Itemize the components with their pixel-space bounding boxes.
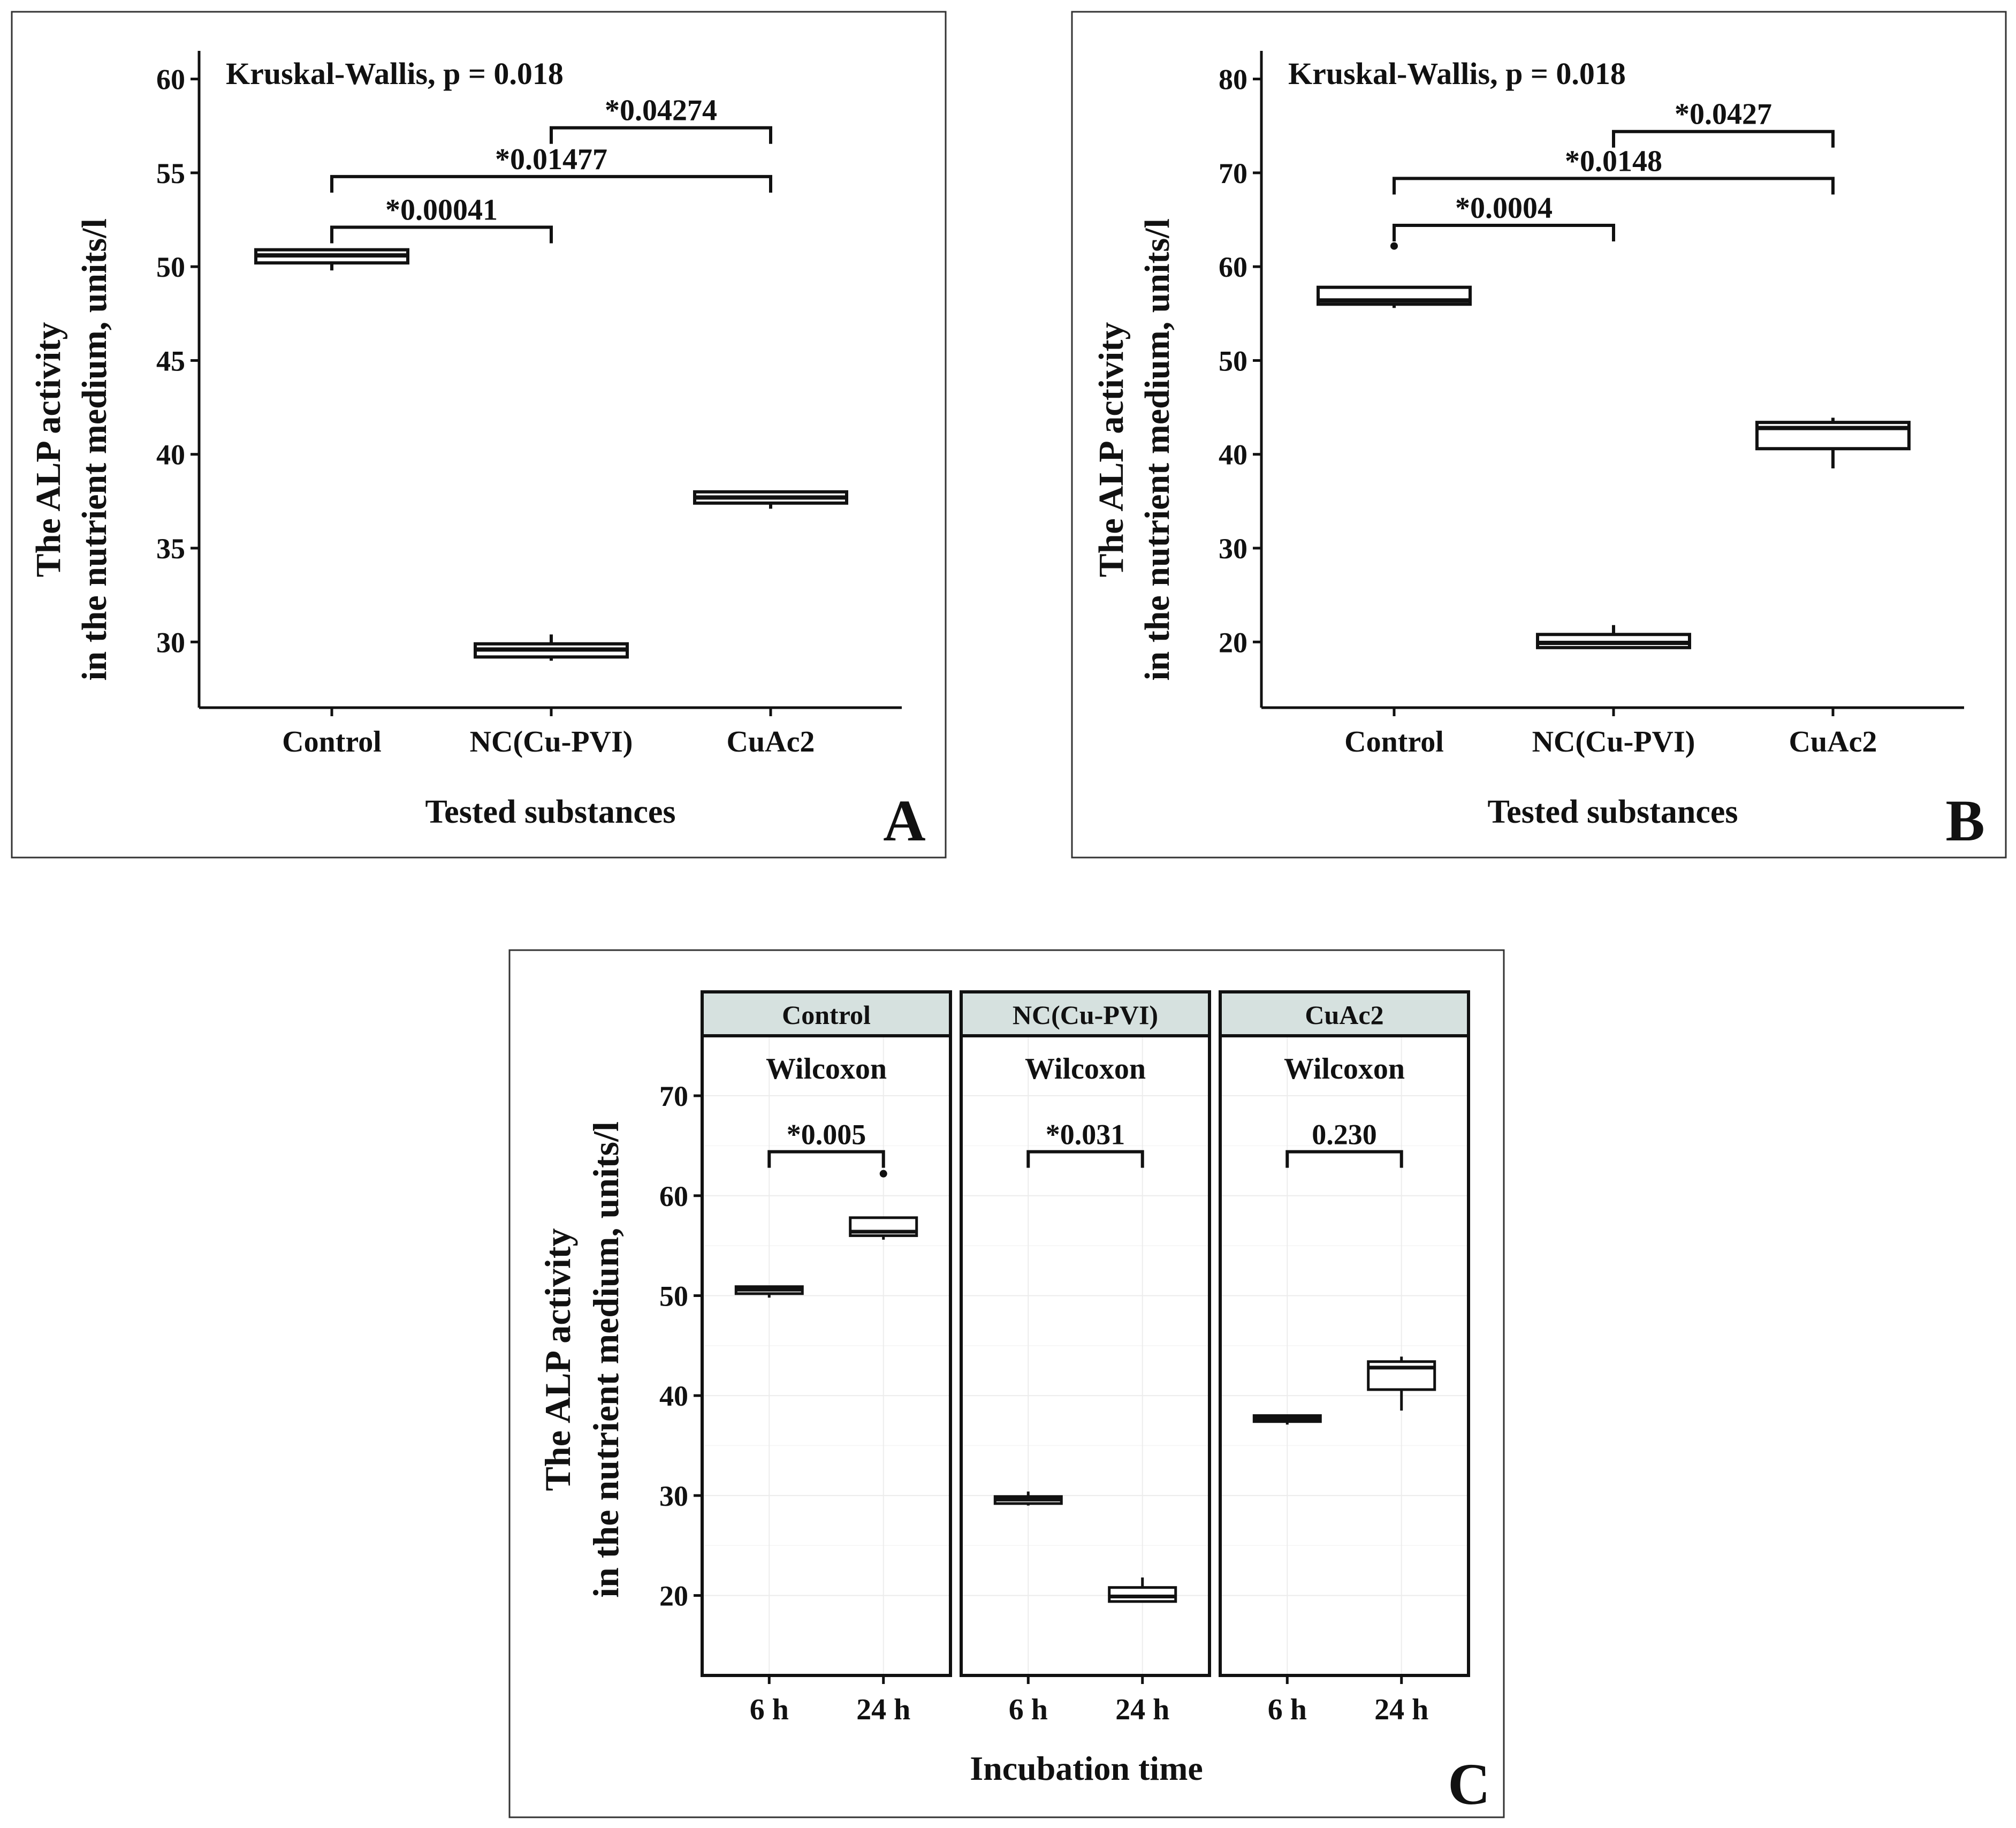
panel-c-facet-0-border — [701, 1034, 952, 1677]
panel-b-comparison-0-bracket — [1393, 224, 1615, 242]
panel-c-facet-2-test-name: Wilcoxon — [1284, 1052, 1405, 1086]
panel-b-y-tick-label: 40 — [1219, 439, 1247, 471]
panel-b-y-tick-label: 20 — [1219, 626, 1247, 658]
panel-b-x-tick-label: Control — [1344, 725, 1444, 758]
panel-b-y-tick-label: 30 — [1219, 533, 1247, 565]
panel-b-letter: B — [1945, 788, 1984, 853]
panel-c-facet-2-border — [1219, 1034, 1470, 1677]
panel-c-y-tick-label: 70 — [659, 1080, 688, 1112]
panel-c-facet-1-x-tick-label: 24 h — [1115, 1693, 1169, 1726]
panel-a-x-tick-label: CuAc2 — [727, 725, 815, 758]
panel-c-facet-2-comparison-bracket — [1285, 1150, 1403, 1168]
panel-c-facet-0-x-tick-label: 6 h — [750, 1693, 789, 1726]
panel-c-facet-1-comparison-label: *0.031 — [1046, 1119, 1125, 1151]
panel-c-facet-0-box-1-outlier-0 — [879, 1170, 887, 1178]
panel-c-facet-1-x-tick-label: 6 h — [1009, 1693, 1048, 1726]
panel-a-x-tick-label: Control — [282, 725, 382, 758]
panel-b-y-axis-title-line-0: The ALP activity — [1092, 322, 1131, 578]
panel-b-frame — [1071, 11, 2007, 859]
panel-c-facet-2-strip-label: CuAc2 — [1305, 1000, 1383, 1030]
panel-a-x-axis-title: Tested substances — [425, 794, 676, 830]
panel-c-y-tick-label: 30 — [659, 1480, 688, 1512]
panel-b: 20 30 40 50 60 70 80 Control NC(Cu-PVI) CuAc2 *0.0… — [1071, 11, 2007, 859]
panel-a-y-axis-title-line-0: The ALP activity — [29, 322, 68, 578]
panel-c-y-tick-label: 20 — [659, 1580, 688, 1612]
panel-b-comparison-2-label: *0.0427 — [1675, 98, 1772, 131]
panel-c-facet-1-comparison-bracket — [1026, 1150, 1144, 1168]
panel-c: 20 30 40 50 60 70 Control 6 h 24 h Wilcoxon *0.005… — [508, 949, 1505, 1818]
panel-a-comparison-1-bracket — [330, 175, 772, 193]
panel-b-y-tick-label: 60 — [1219, 251, 1247, 283]
panel-a-y-tick-label: 35 — [156, 533, 185, 565]
panel-c-y-axis-title-line-1: in the nutrient medium, units/l — [585, 1121, 626, 1598]
panel-c-facet-0-x-tick-label: 24 h — [856, 1693, 910, 1726]
panel-c-facet-1-strip — [960, 990, 1211, 1037]
panel-c-y-tick-label: 60 — [659, 1180, 688, 1212]
panel-c-facet-1-strip-label: NC(Cu-PVI) — [1013, 1000, 1158, 1030]
panel-c-letter: C — [1448, 1751, 1490, 1817]
panel-a-comparison-2-label: *0.04274 — [605, 94, 717, 127]
panel-a-y-tick-label: 45 — [156, 345, 185, 377]
panel-b-y-tick-label: 80 — [1219, 64, 1247, 96]
panel-c-x-axis-title: Incubation time — [970, 1749, 1203, 1787]
panel-b-y-tick-label: 50 — [1219, 345, 1247, 377]
panel-b-y-axis-title-line-1: in the nutrient medium, units/l — [1138, 218, 1177, 681]
panel-b-y-tick-label: 70 — [1219, 157, 1247, 189]
panel-c-y-tick-label: 40 — [659, 1380, 688, 1412]
panel-c-facet-0-comparison-bracket — [767, 1150, 885, 1168]
panel-c-facet-2-x-tick-label: 24 h — [1374, 1693, 1428, 1726]
panel-c-facet-0-strip-label: Control — [782, 1000, 871, 1030]
panel-a-y-tick-label: 30 — [156, 626, 185, 658]
panel-b-y-axis-title: The ALP activity in the nutrient medium, … — [1092, 218, 1177, 681]
panel-b-x-axis-title: Tested substances — [1488, 794, 1738, 830]
panel-a-y-axis-title-line-1: in the nutrient medium, units/l — [75, 218, 114, 681]
panel-b-box-0-outlier-0 — [1390, 242, 1398, 250]
panel-b-comparison-2-bracket — [1612, 130, 1835, 148]
panel-a-x-tick-label: NC(Cu-PVI) — [470, 725, 633, 758]
panel-a-comparison-1-label: *0.01477 — [495, 143, 607, 176]
panel-b-x-tick-label: CuAc2 — [1789, 725, 1877, 758]
panel-c-facet-1-test-name: Wilcoxon — [1025, 1052, 1146, 1086]
panel-a: 30 35 40 45 50 55 60 Control NC(Cu-PVI) CuAc2 *0.0… — [11, 11, 947, 859]
panel-a-comparison-0-label: *0.00041 — [385, 194, 498, 227]
panel-a-comparison-2-bracket — [550, 126, 772, 144]
panel-c-y-axis-title: The ALP activity in the nutrient medium, … — [537, 1121, 626, 1598]
panel-b-comparison-1-label: *0.0148 — [1565, 145, 1662, 178]
panel-a-y-tick-label: 40 — [156, 439, 185, 471]
panel-a-y-tick-label: 50 — [156, 251, 185, 283]
panel-c-y-tick-label: 50 — [659, 1280, 688, 1312]
panel-b-test-title: Kruskal-Wallis, p = 0.018 — [1288, 56, 1626, 91]
panel-c-facet-2-comparison-label: 0.230 — [1312, 1119, 1377, 1151]
panel-c-frame — [508, 949, 1505, 1818]
panel-a-comparison-0-bracket — [330, 225, 553, 244]
panel-a-letter: A — [883, 788, 925, 853]
panel-a-frame — [11, 11, 947, 859]
panel-a-y-tick-label: 60 — [156, 64, 185, 96]
panel-c-facet-2-x-tick-label: 6 h — [1268, 1693, 1307, 1726]
panel-b-x-tick-label: NC(Cu-PVI) — [1532, 725, 1695, 758]
panel-c-y-axis-title-line-0: The ALP activity — [537, 1228, 578, 1491]
panel-a-test-title: Kruskal-Wallis, p = 0.018 — [226, 56, 564, 91]
panel-c-facet-1-box-1-box — [1108, 1586, 1177, 1603]
panel-c-facet-0-test-name: Wilcoxon — [766, 1052, 887, 1086]
panel-a-y-axis-title: The ALP activity in the nutrient medium, … — [29, 218, 114, 681]
panel-b-comparison-1-bracket — [1393, 177, 1835, 195]
panel-b-comparison-0-label: *0.0004 — [1455, 192, 1553, 225]
panel-c-facet-0-comparison-label: *0.005 — [787, 1119, 866, 1151]
panel-c-facet-1-border — [960, 1034, 1211, 1677]
panel-a-y-tick-label: 55 — [156, 157, 185, 189]
